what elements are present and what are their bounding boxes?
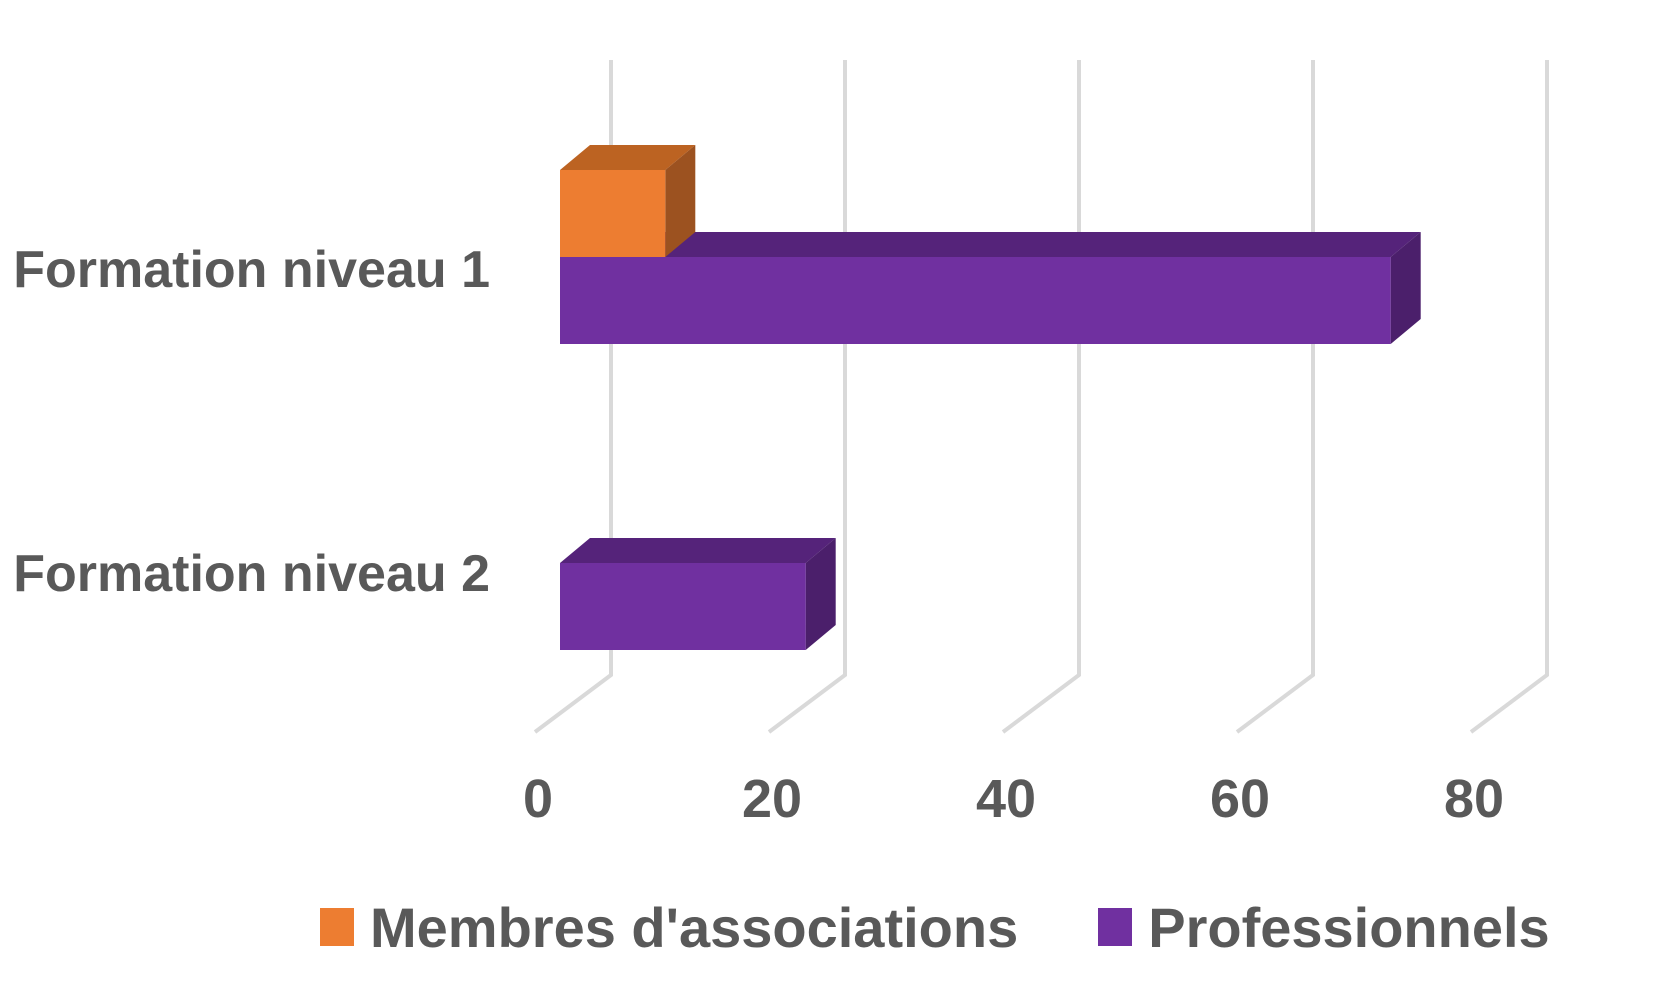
legend-swatch-icon bbox=[1098, 908, 1133, 946]
legend-item-membres-d-associations: Membres d'associations bbox=[320, 895, 1018, 960]
bar-professionnels-formation-niveau-2 bbox=[560, 538, 836, 650]
bar-membres-d-associations-formation-niveau-1 bbox=[560, 145, 696, 257]
x-tick-label-80: 80 bbox=[1443, 769, 1505, 829]
x-tick-label-0: 0 bbox=[522, 769, 554, 829]
gridline-80 bbox=[1469, 60, 1549, 734]
category-label-2: Formation niveau 2 bbox=[13, 545, 490, 603]
gridline-40 bbox=[1001, 60, 1081, 734]
x-tick-label-60: 60 bbox=[1209, 769, 1271, 829]
legend-label: Professionnels bbox=[1148, 895, 1550, 959]
category-label-1: Formation niveau 1 bbox=[13, 241, 490, 299]
x-tick-label-40: 40 bbox=[975, 769, 1037, 829]
legend-label: Membres d'associations bbox=[370, 895, 1019, 959]
bar-professionnels-formation-niveau-1 bbox=[560, 232, 1421, 344]
gridline-60 bbox=[1235, 60, 1315, 734]
x-tick-label-20: 20 bbox=[741, 769, 803, 829]
legend-swatch-icon bbox=[320, 908, 354, 946]
legend-item-professionnels: Professionnels bbox=[1098, 895, 1550, 960]
legend: Membres d'associations Professionnels bbox=[320, 895, 1550, 960]
